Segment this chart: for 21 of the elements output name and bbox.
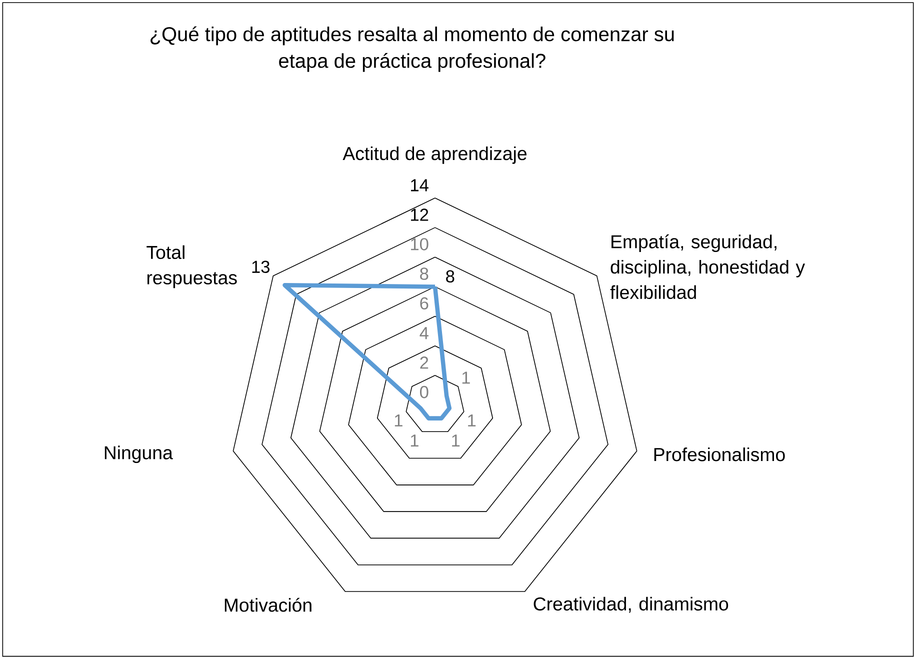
y-tick-label: 14 [411,179,428,192]
chart-title: ¿Qué tipo de aptitudes resalta al momento de comenzar su etapa de práctica profesional? [150,26,674,72]
y-tick-label: 6 [420,297,428,310]
y-tick-label: 0 [420,386,428,398]
data-label: 1 [452,434,460,446]
data-label: 13 [252,260,270,273]
y-tick-label: 2 [420,356,428,369]
spoke-label: Profesionalismo [654,447,785,462]
data-label: 1 [410,434,418,446]
y-tick-label: 12 [411,208,428,221]
spoke-label: Ninguna [104,446,173,464]
spoke-label: Creatividad, dinamismo [534,596,728,613]
spoke-label: Actitud de aprendizaje [342,146,526,164]
spoke-label: Total respuestas [146,245,237,288]
data-label: 1 [462,372,470,384]
y-tick-label: 4 [420,327,428,340]
spoke-label: Motivación [224,598,312,612]
data-label: 1 [394,414,402,426]
data-label: 1 [468,414,476,426]
y-tick-label: 10 [411,238,428,250]
spoke-label: Empatía, seguridad, disciplina, honestidad y flexibilidad [610,234,806,300]
